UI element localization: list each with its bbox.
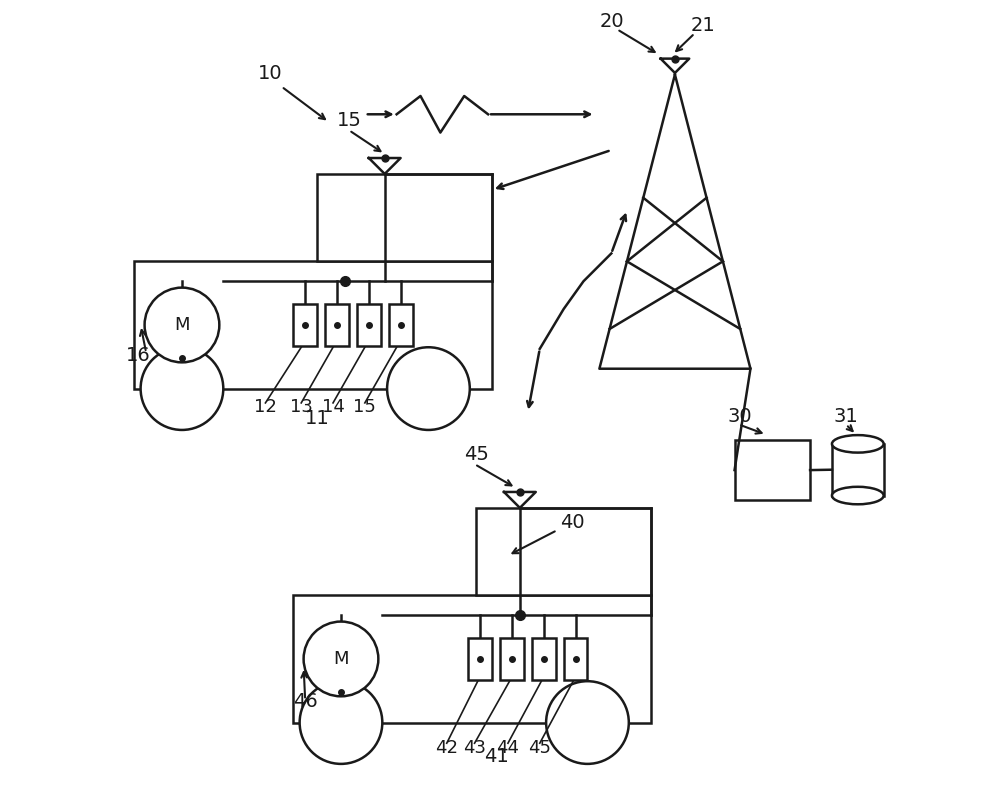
- Text: 15: 15: [337, 111, 362, 130]
- Text: 12: 12: [254, 399, 277, 417]
- Text: 13: 13: [290, 399, 313, 417]
- Text: 10: 10: [257, 63, 282, 83]
- Bar: [468, 638, 492, 680]
- Bar: [735, 440, 810, 500]
- Text: 30: 30: [727, 407, 752, 426]
- Text: 11: 11: [305, 409, 330, 429]
- Bar: [476, 508, 651, 595]
- Ellipse shape: [832, 487, 884, 504]
- Text: 45: 45: [528, 739, 551, 756]
- Text: 45: 45: [464, 445, 489, 464]
- Text: 41: 41: [484, 748, 509, 766]
- Ellipse shape: [832, 435, 884, 452]
- Text: M: M: [333, 650, 349, 668]
- Bar: [357, 304, 381, 345]
- Text: 15: 15: [353, 399, 376, 417]
- Text: 14: 14: [322, 399, 344, 417]
- Bar: [325, 304, 349, 345]
- Bar: [389, 304, 413, 345]
- Text: 31: 31: [834, 407, 859, 426]
- Text: 42: 42: [435, 739, 458, 756]
- Bar: [832, 444, 884, 496]
- Text: 20: 20: [599, 12, 624, 31]
- Circle shape: [387, 347, 470, 430]
- Text: M: M: [174, 316, 190, 334]
- Text: 43: 43: [463, 739, 486, 756]
- Bar: [134, 261, 492, 388]
- Text: 44: 44: [496, 739, 519, 756]
- Circle shape: [145, 288, 219, 362]
- Text: 40: 40: [560, 513, 584, 532]
- Circle shape: [141, 347, 223, 430]
- Bar: [564, 638, 587, 680]
- Bar: [293, 595, 651, 722]
- Circle shape: [304, 621, 378, 697]
- Text: 16: 16: [126, 345, 151, 365]
- Bar: [500, 638, 524, 680]
- Text: 21: 21: [691, 16, 716, 35]
- Circle shape: [300, 681, 382, 764]
- Bar: [317, 174, 492, 261]
- Circle shape: [546, 681, 629, 764]
- Text: 46: 46: [293, 692, 318, 710]
- Bar: [532, 638, 556, 680]
- Bar: [293, 304, 317, 345]
